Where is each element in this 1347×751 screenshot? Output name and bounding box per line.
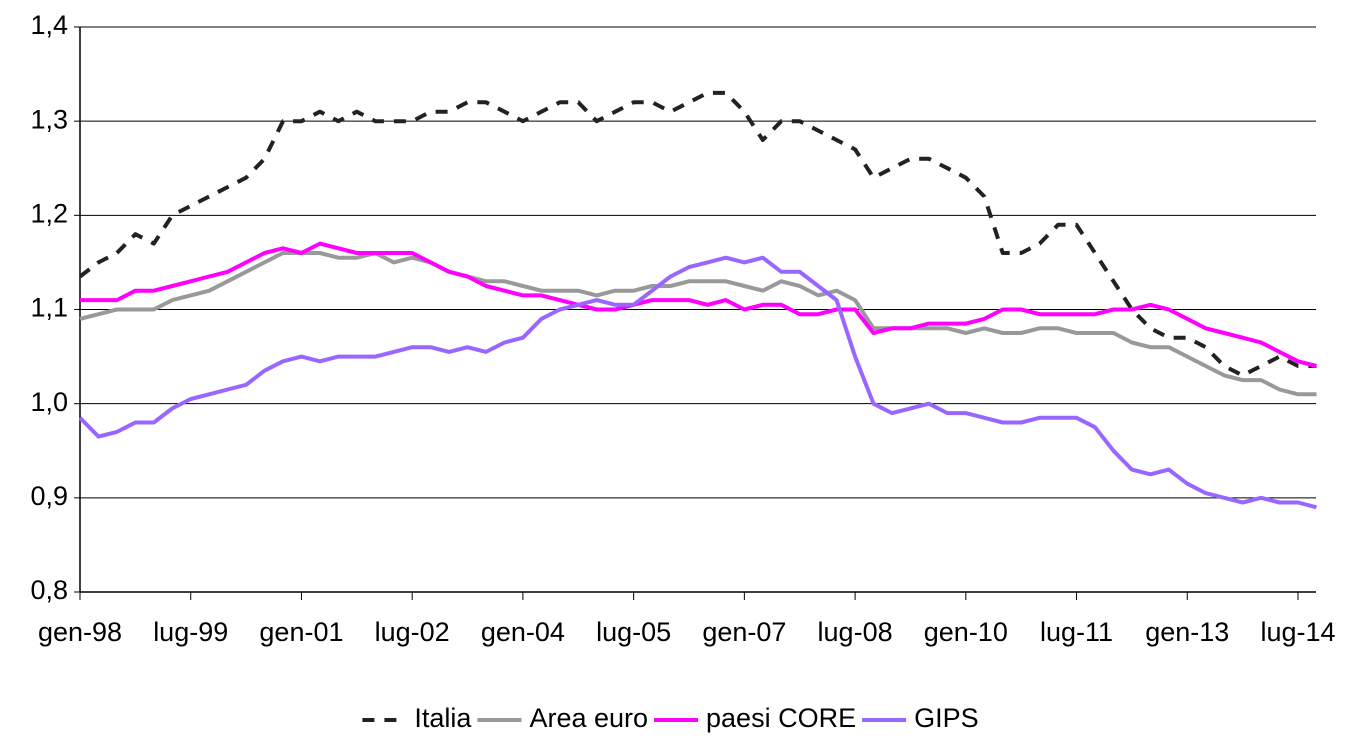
legend-label: GIPS xyxy=(914,703,979,733)
series-line xyxy=(79,251,1317,397)
x-tick-label: lug-99 xyxy=(153,617,228,647)
x-tick-label: lug-08 xyxy=(818,617,893,647)
x-tick-label: gen-01 xyxy=(259,617,343,647)
x-tick-label: gen-10 xyxy=(924,617,1008,647)
legend-label: Italia xyxy=(414,703,472,733)
legend-label: paesi CORE xyxy=(706,703,856,733)
x-tick-label: lug-11 xyxy=(1040,617,1113,647)
x-tick-label: lug-14 xyxy=(1260,617,1335,647)
y-tick-label: 1,1 xyxy=(30,293,68,323)
y-tick-label: 0,8 xyxy=(30,575,68,605)
legend-label: Area euro xyxy=(529,703,648,733)
series-line xyxy=(78,255,1318,510)
y-tick-label: 1,4 xyxy=(30,10,68,40)
x-tick-label: gen-07 xyxy=(702,617,786,647)
y-tick-label: 0,9 xyxy=(30,481,68,511)
x-tick-label: lug-02 xyxy=(375,617,450,647)
x-tick-label: gen-13 xyxy=(1145,617,1229,647)
y-tick-label: 1,3 xyxy=(30,104,68,134)
x-tick-label: gen-98 xyxy=(38,617,122,647)
y-tick-label: 1,0 xyxy=(30,387,68,417)
y-tick-label: 1,2 xyxy=(30,198,68,228)
series-line xyxy=(78,90,1317,378)
series-line xyxy=(80,241,1317,368)
x-tick-label: lug-05 xyxy=(596,617,671,647)
x-tick-label: gen-04 xyxy=(481,617,565,647)
